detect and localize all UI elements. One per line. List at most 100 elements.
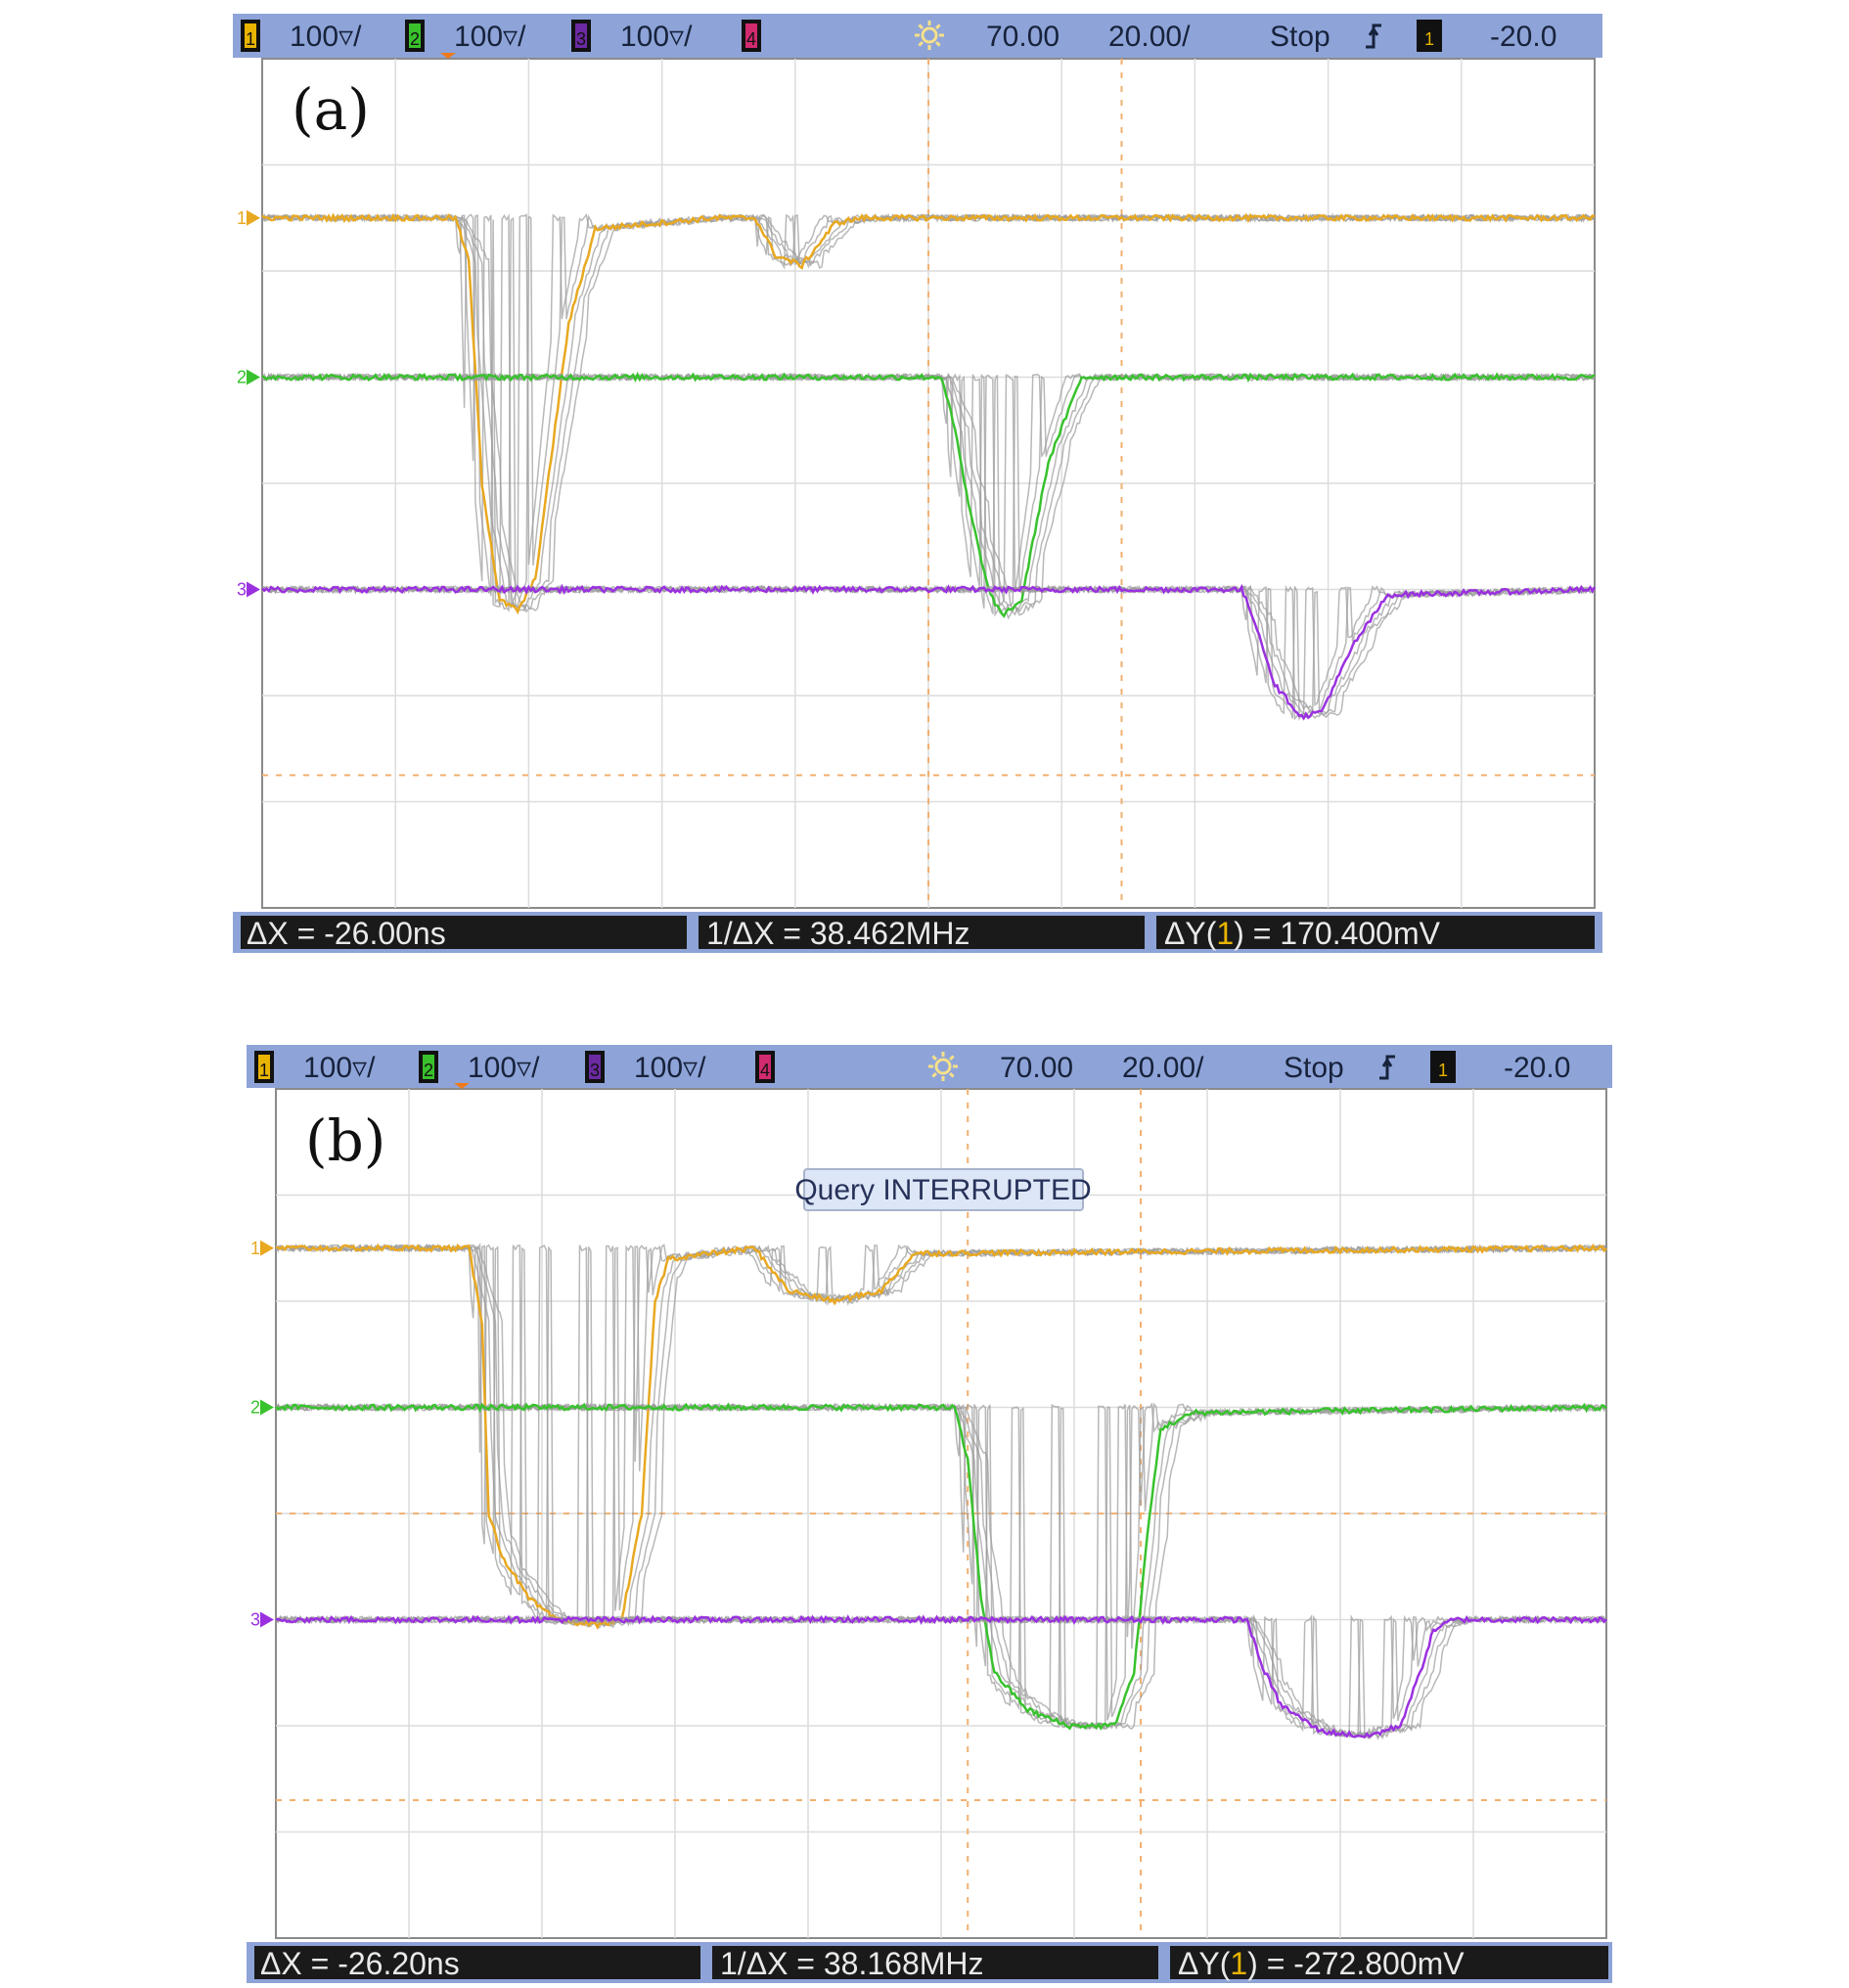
brightness-icon-ray: [949, 1072, 955, 1078]
trigger-edge-icon[interactable]: [1379, 1055, 1395, 1080]
delta-x-readout: ΔX = -26.00ns: [247, 916, 446, 951]
channel-marker[interactable]: [260, 1240, 274, 1256]
channel-scale: 100▿/: [620, 21, 693, 53]
trace-channel-1: 1: [237, 208, 1596, 615]
channel-3-setting[interactable]: 3 100▿/: [571, 20, 693, 53]
channel-marker[interactable]: [260, 1399, 274, 1416]
brightness-icon[interactable]: [928, 1052, 958, 1081]
trace-channel-2: 2: [250, 1398, 1607, 1731]
measurement-box: [1170, 1946, 1608, 1979]
scope-panel-a: 1 2 3 (a) 1 100▿/ 2 100▿/ 3 100▿/ 4 70.00 20.00/Stop…: [233, 14, 1602, 953]
trace-main: [261, 583, 1597, 721]
channel-badge-number: 1: [259, 1061, 269, 1080]
time-offset: 70.00: [1000, 1052, 1073, 1084]
time-scale: 20.00/: [1108, 21, 1191, 53]
channel-badge-color: [245, 23, 256, 48]
channel-badge-number: 4: [760, 1061, 770, 1080]
channel-badge-color: [759, 1055, 771, 1079]
scope-panel-b: 1 2 3 (b) Query INTERRUPTED 1 100▿/ 2 100▿/ 3 100▿…: [247, 1045, 1612, 1983]
trigger-channel[interactable]: 1: [1430, 1051, 1456, 1083]
channel-3-setting[interactable]: 3 100▿/: [585, 1051, 706, 1084]
panel-label: (a): [292, 76, 370, 143]
measurement-box: [254, 1946, 700, 1979]
delta-y-channel: 1: [1230, 1946, 1247, 1981]
trigger-edge-icon[interactable]: [1366, 23, 1381, 49]
channel-marker[interactable]: [247, 581, 260, 598]
channel-badge-color: [589, 1055, 601, 1079]
channel-4-setting[interactable]: 4: [742, 20, 761, 52]
trace-main: [261, 371, 1596, 618]
delta-y-value: ) = 170.400mV: [1234, 916, 1440, 951]
delta-x-readout: ΔX = -26.20ns: [260, 1946, 460, 1981]
channel-2-setting[interactable]: 2 100▿/: [419, 1051, 540, 1084]
channel-marker[interactable]: [247, 369, 260, 385]
time-scale: 20.00/: [1122, 1052, 1204, 1084]
channel-badge-color: [745, 23, 757, 48]
trigger-level: -20.0: [1504, 1052, 1570, 1084]
measurement-box: [241, 916, 687, 949]
channel-badge-number: 2: [410, 29, 420, 49]
scope-svg: 1 2 3 (b) Query INTERRUPTED 1 100▿/ 2 100▿/ 3 100▿…: [247, 1045, 1612, 1983]
trigger-badge-number: 1: [1438, 1061, 1448, 1080]
channel-marker-label: 3: [237, 580, 247, 600]
delta-y-prefix: ΔY(: [1178, 1946, 1231, 1981]
brightness-icon-ray: [918, 23, 924, 29]
trigger-badge: [1430, 1051, 1456, 1083]
delta-y-prefix: ΔY(: [1164, 916, 1217, 951]
measurement-box: [712, 1946, 1158, 1979]
trigger-position-marker[interactable]: [454, 1083, 470, 1089]
channel-2-setting[interactable]: 2 100▿/: [405, 20, 526, 53]
channel-4-setting[interactable]: 4: [755, 1051, 775, 1083]
trace-channel-3: 3: [237, 580, 1597, 721]
trace-ghost: [261, 584, 1596, 719]
brightness-icon-ray: [918, 41, 924, 47]
trigger-channel[interactable]: 1: [1417, 20, 1442, 52]
scope-svg: 1 2 3 (a) 1 100▿/ 2 100▿/ 3 100▿/ 4 70.00 20.00/Stop…: [233, 14, 1602, 953]
trigger-level: -20.0: [1490, 21, 1556, 53]
status-bar: 1 100▿/ 2 100▿/ 3 100▿/ 4 70.00 20.00/Stop 1 -20.0: [233, 14, 1602, 58]
channel-badge-color: [258, 1055, 270, 1079]
channel-badge-number: 4: [746, 29, 756, 49]
channel-badge-color: [409, 23, 421, 48]
measurement-box: [1156, 916, 1595, 949]
query-message: Query INTERRUPTED: [794, 1174, 1091, 1206]
channel-scale: 100▿/: [303, 1052, 376, 1084]
trigger-badge-number: 1: [1424, 29, 1434, 49]
channel-1-setting[interactable]: 1 100▿/: [254, 1051, 376, 1084]
brightness-icon-ray: [931, 1055, 937, 1061]
status-bar: 1 100▿/ 2 100▿/ 3 100▿/ 4 70.00 20.00/Stop 1 -20.0: [247, 1045, 1612, 1088]
trace-main: [275, 1614, 1607, 1739]
brightness-icon[interactable]: [915, 21, 944, 50]
run-state: Stop: [1284, 1052, 1344, 1084]
measurement-bar: ΔX = -26.00ns 1/ΔX = 38.462MHz ΔY(1) = 170…: [233, 912, 1602, 953]
measurement-box: [699, 916, 1145, 949]
cursors: [262, 59, 1595, 908]
query-message-box: [803, 1168, 1084, 1211]
trace-main: [261, 212, 1596, 615]
channel-badge-color: [575, 23, 587, 48]
trace-main: [275, 1402, 1607, 1731]
channel-scale: 100▿/: [290, 21, 362, 53]
channel-marker-label: 1: [250, 1239, 260, 1258]
delta-y-readout: ΔY(1) = -272.800mV: [1178, 1946, 1465, 1981]
channel-marker[interactable]: [247, 209, 260, 226]
channel-marker-label: 3: [250, 1610, 260, 1630]
delta-y-value: ) = -272.800mV: [1247, 1946, 1465, 1981]
inverse-delta-x-readout: 1/ΔX = 38.168MHz: [720, 1946, 984, 1981]
time-offset: 70.00: [986, 21, 1060, 53]
channel-1-setting[interactable]: 1 100▿/: [241, 20, 362, 53]
trigger-position-marker[interactable]: [440, 53, 456, 59]
trace-main: [275, 1242, 1607, 1630]
brightness-icon-ray: [935, 23, 941, 29]
brightness-icon-ray: [949, 1055, 955, 1061]
run-state: Stop: [1270, 21, 1330, 53]
channel-marker-label: 1: [237, 208, 247, 228]
channel-scale: 100▿/: [468, 1052, 540, 1084]
channel-marker-label: 2: [250, 1398, 260, 1418]
brightness-icon-core: [921, 26, 938, 44]
channel-marker[interactable]: [260, 1611, 274, 1628]
brightness-icon-ray: [931, 1072, 937, 1078]
channel-scale: 100▿/: [454, 21, 526, 53]
trace-channel-1: 1: [250, 1239, 1607, 1630]
